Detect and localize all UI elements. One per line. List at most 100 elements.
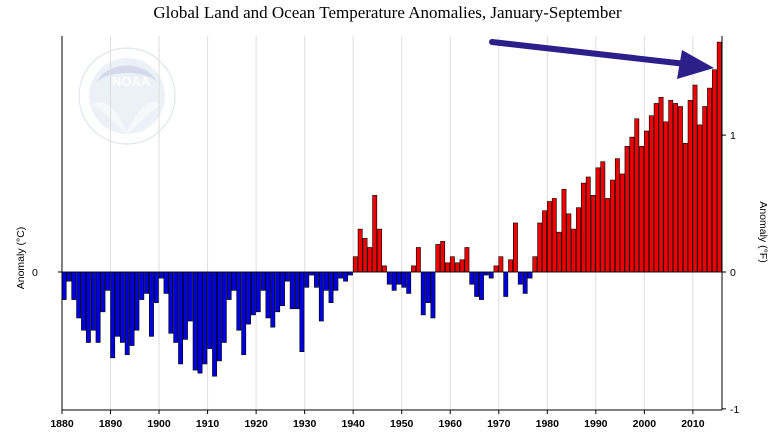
bar [105,271,111,291]
y-right-tick-label: 0 [730,267,736,279]
bar [566,213,572,273]
arrow-head-icon [677,50,714,79]
x-tick-label: 1900 [147,418,171,430]
bar [479,271,484,300]
bar [333,271,339,291]
bar [498,256,504,273]
bar [241,271,247,356]
bar [551,198,557,273]
bar [144,271,150,294]
bar [445,262,450,273]
bar [328,271,334,303]
bar [221,271,227,343]
x-tick-label: 1880 [50,418,74,430]
bar [314,271,319,288]
bar [81,271,86,331]
bar [561,188,567,273]
bar [377,228,382,273]
x-tick-label: 1920 [244,418,268,430]
bar [610,179,615,273]
bar [493,265,499,273]
bar [348,271,353,276]
x-tick-label: 1890 [99,418,123,430]
bar [85,271,91,343]
bar [517,271,523,285]
bar [197,271,203,374]
bar [119,271,125,343]
bar [158,271,164,279]
annotation-arrow [489,39,714,79]
bar [367,247,373,273]
bar [542,210,547,273]
bar [309,271,315,276]
y-right-axis-title: Anomaly (°F) [757,201,769,262]
bar [590,195,596,273]
bar [396,271,402,285]
bar [614,158,620,273]
bar [454,262,460,273]
bar [692,84,698,273]
bar [183,271,188,340]
bar [318,271,324,322]
bar [61,271,67,300]
x-tick-label: 1950 [390,418,414,430]
y-right-tick-label: 1 [730,130,736,142]
bar [90,271,96,331]
bar [289,271,295,310]
bar [115,271,120,337]
bar [246,271,251,325]
bar [537,222,543,273]
bar [294,271,300,310]
bar [231,271,237,291]
bar [178,271,184,365]
bar [459,259,465,273]
bar [682,142,688,273]
bar-series [61,41,722,377]
bar [372,195,378,273]
bar [673,103,679,273]
bar [600,161,606,273]
noaa-logo-icon: NOAA [78,47,176,145]
bar [134,271,140,331]
bar [658,97,664,273]
bar [576,207,581,273]
bar [678,106,683,273]
bar [571,228,577,273]
bar [595,167,601,273]
bar [110,271,116,359]
bar [139,271,145,300]
x-tick-label: 1910 [196,418,220,430]
bar [236,271,242,331]
bar [546,201,552,273]
bar [707,87,712,273]
bar [149,271,154,337]
bar [711,69,717,273]
bar [449,256,455,273]
bar [513,222,518,273]
bar [207,271,213,349]
x-tick-label: 2010 [681,418,705,430]
bar [605,198,611,273]
bar [425,271,431,303]
bar [66,271,72,282]
bar [420,271,426,316]
bar [187,271,193,322]
bar [226,271,232,300]
bar [440,241,446,273]
bar [304,271,310,288]
bar [284,271,290,282]
bar [687,100,693,273]
chart-title: Global Land and Ocean Temperature Anomal… [153,3,622,22]
bar [430,271,436,319]
bar [648,115,654,273]
bar [202,271,208,365]
bar [124,271,130,356]
bar [343,271,349,282]
bar [401,271,407,288]
bar [411,265,416,273]
bar [357,228,363,273]
bar [556,231,562,273]
bar [362,237,368,273]
bar [639,146,645,273]
